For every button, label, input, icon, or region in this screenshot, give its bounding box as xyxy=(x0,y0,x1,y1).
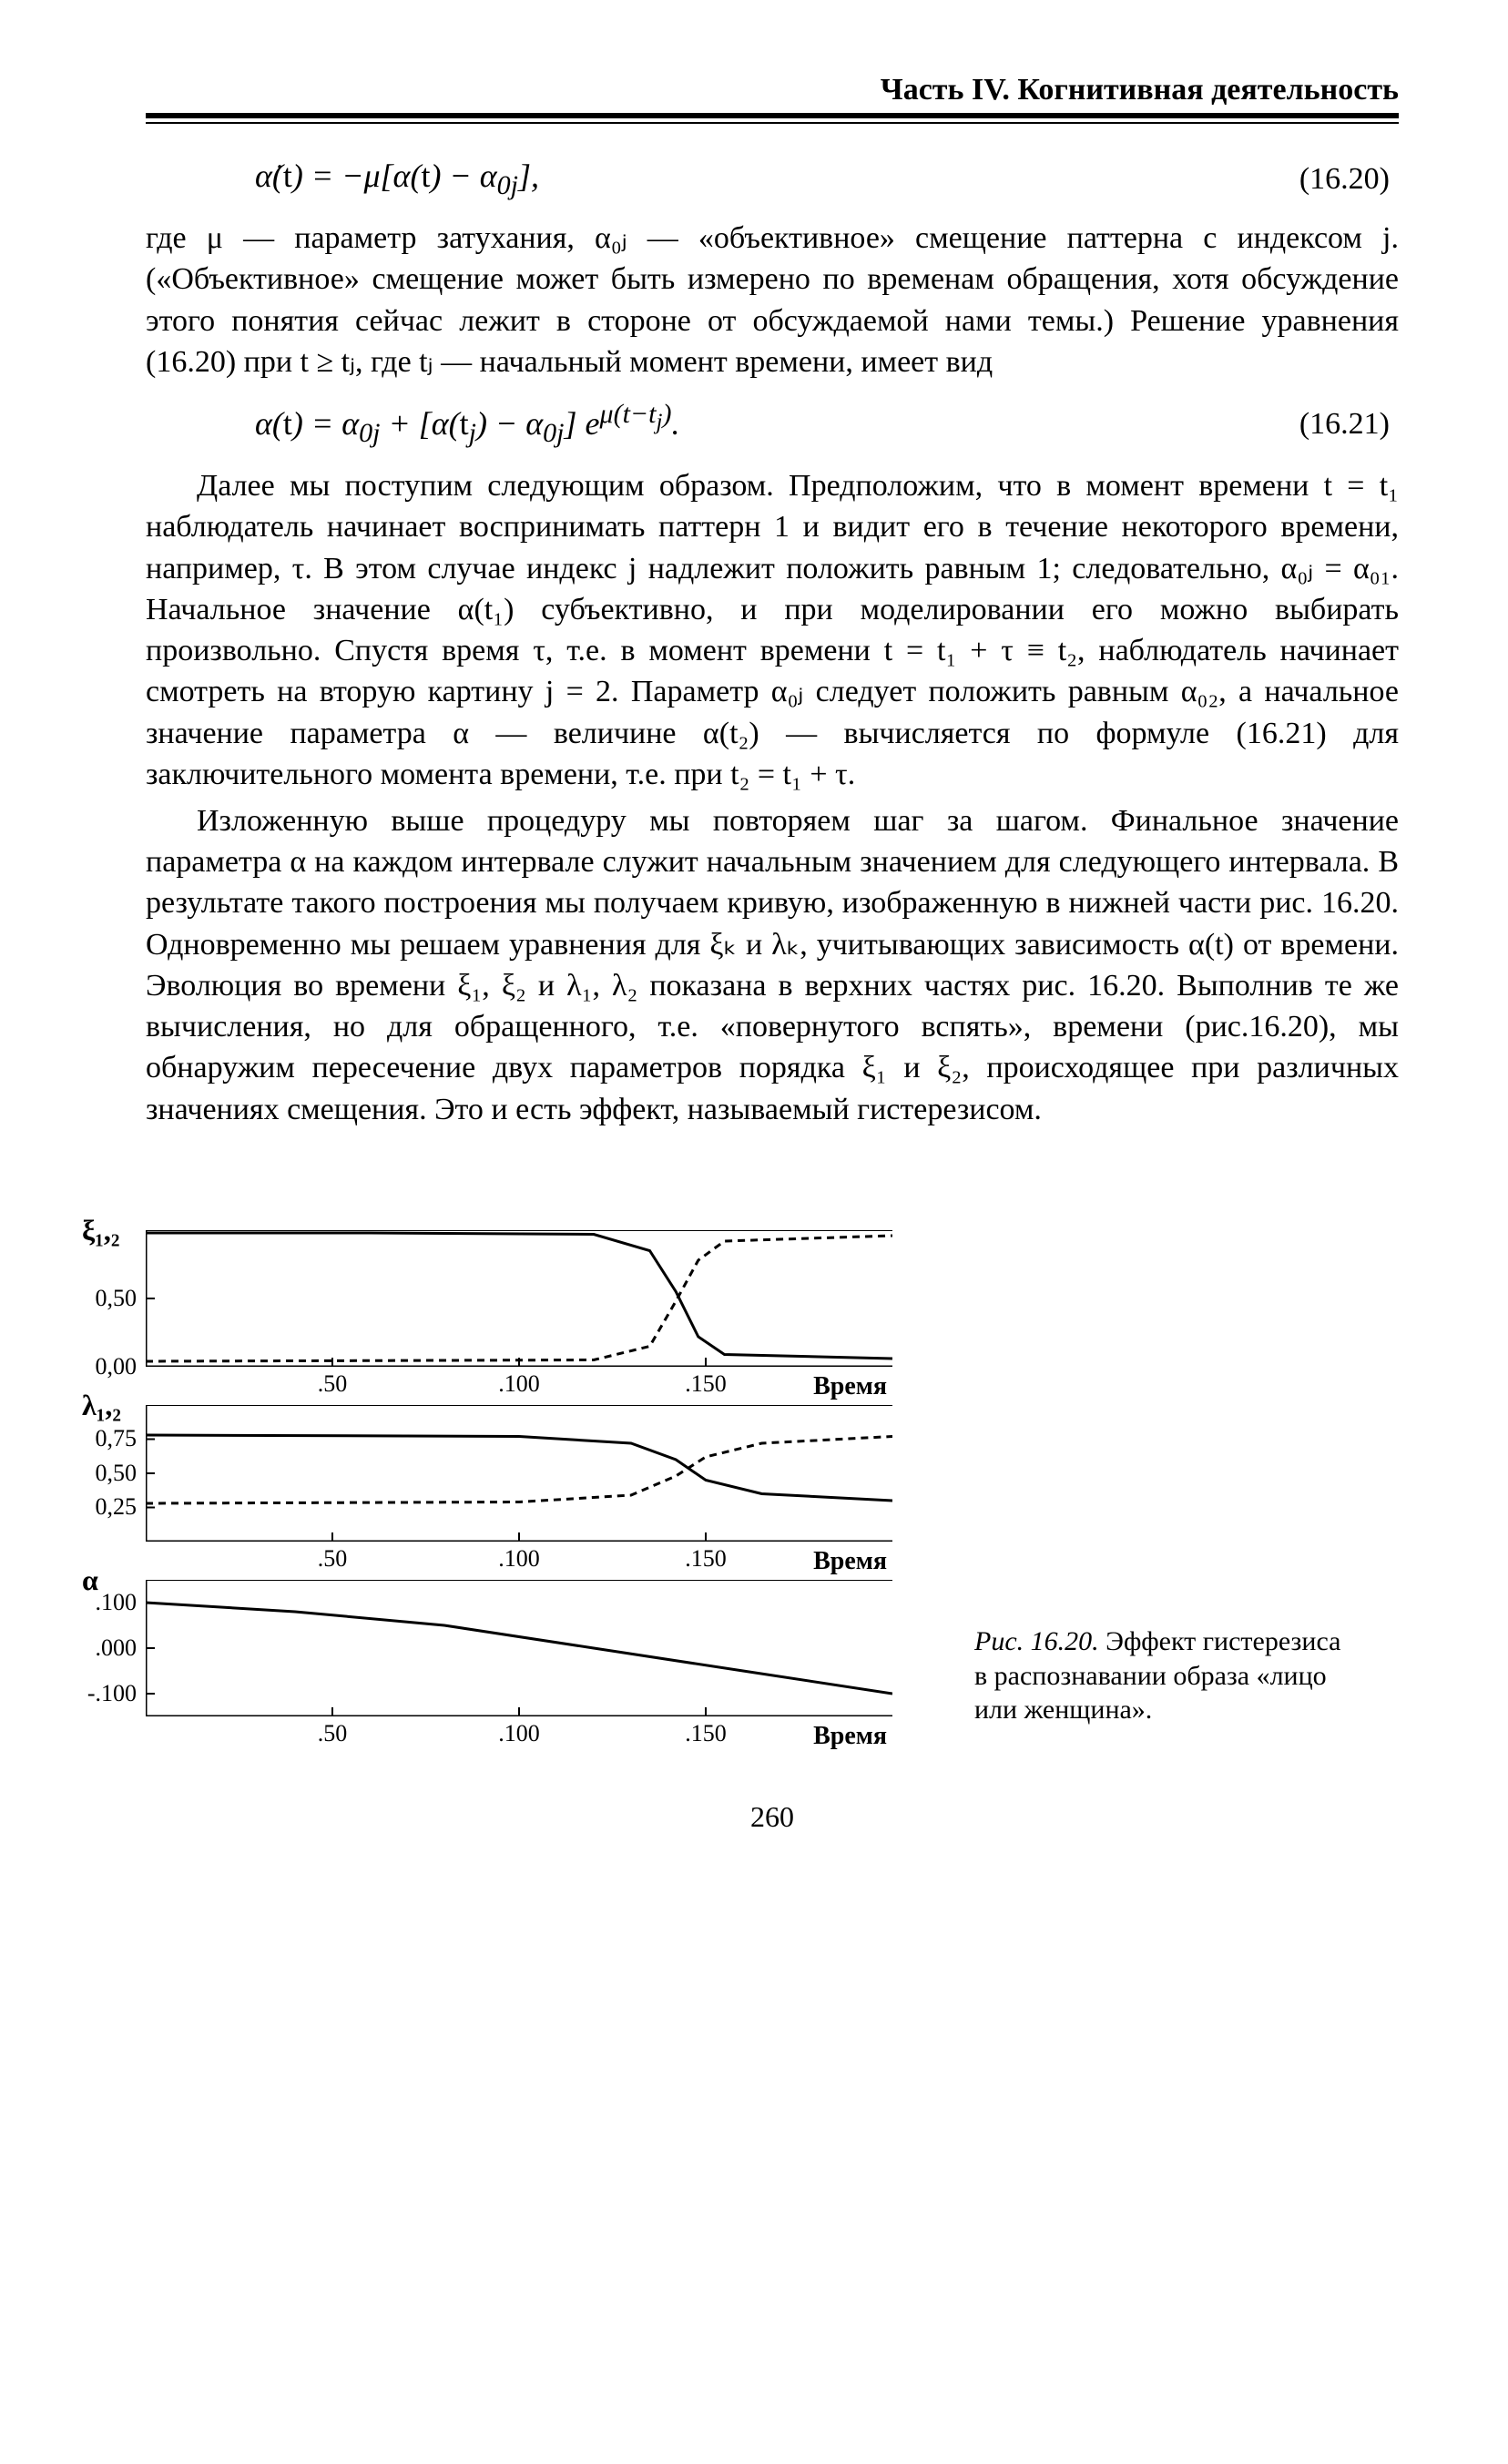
paragraph-3: Изложенную выше процедуру мы повторяем ш… xyxy=(146,800,1399,1130)
x-axis-label: Время xyxy=(813,1547,887,1576)
running-head: Часть IV. Когнитивная деятельность xyxy=(146,73,1399,113)
y-axis-label: ξ₁,₂ xyxy=(82,1214,119,1247)
y-axis-label: λ₁,₂ xyxy=(82,1389,121,1422)
paragraph-1: где μ — параметр затухания, α₀ⱼ — «объек… xyxy=(146,218,1399,382)
x-tick-label: .150 xyxy=(685,1370,727,1398)
figure-caption: Рис. 16.20. Эффект гистерезиса в распозн… xyxy=(974,1624,1357,1755)
y-tick-label: 0,00 xyxy=(71,1355,137,1379)
x-tick-label: .150 xyxy=(685,1720,727,1747)
y-tick-label: .100 xyxy=(71,1591,137,1614)
y-tick-label: .000 xyxy=(71,1636,137,1660)
equation-body: α̇(t) = −μ[α(t) − α0j], xyxy=(146,157,1299,201)
paragraph-2: Далее мы поступим следующим образом. Пре… xyxy=(146,465,1399,795)
chart-alpha: α.100.000-.100.50.100.150Время xyxy=(146,1580,892,1716)
chart-lambda: λ₁,₂0,750,500,25.50.100.150Время xyxy=(146,1405,892,1542)
y-tick-label: 0,50 xyxy=(71,1287,137,1310)
x-tick-label: .100 xyxy=(498,1370,540,1398)
y-tick-label: 0,25 xyxy=(71,1495,137,1519)
x-tick-label: .50 xyxy=(318,1720,348,1747)
y-tick-label: 0,50 xyxy=(71,1461,137,1485)
equation-16-20: α̇(t) = −μ[α(t) − α0j], (16.20) xyxy=(146,157,1399,201)
equation-body: α(t) = α0j + [α(tj) − α0j] eμ(t−tj). xyxy=(146,399,1299,449)
y-tick-label: -.100 xyxy=(71,1682,137,1705)
figure-charts: ξ₁,₂0,500,00.50.100.150Время λ₁,₂0,750,5… xyxy=(146,1230,947,1755)
x-tick-label: .150 xyxy=(685,1545,727,1573)
x-axis-label: Время xyxy=(813,1372,887,1401)
y-tick-label: 0,75 xyxy=(71,1427,137,1451)
page-number: 260 xyxy=(146,1800,1399,1834)
x-tick-label: .100 xyxy=(498,1720,540,1747)
x-tick-label: .50 xyxy=(318,1545,348,1573)
figure-16-20: ξ₁,₂0,500,00.50.100.150Время λ₁,₂0,750,5… xyxy=(146,1230,1399,1755)
caption-lead: Рис. 16.20. xyxy=(974,1626,1099,1656)
equation-16-21: α(t) = α0j + [α(tj) − α0j] eμ(t−tj). (16… xyxy=(146,399,1399,449)
x-tick-label: .50 xyxy=(318,1370,348,1398)
equation-number: (16.21) xyxy=(1299,407,1399,442)
equation-number: (16.20) xyxy=(1299,162,1399,197)
x-tick-label: .100 xyxy=(498,1545,540,1573)
chart-xi: ξ₁,₂0,500,00.50.100.150Время xyxy=(146,1230,892,1367)
header-rule xyxy=(146,113,1399,124)
x-axis-label: Время xyxy=(813,1722,887,1751)
